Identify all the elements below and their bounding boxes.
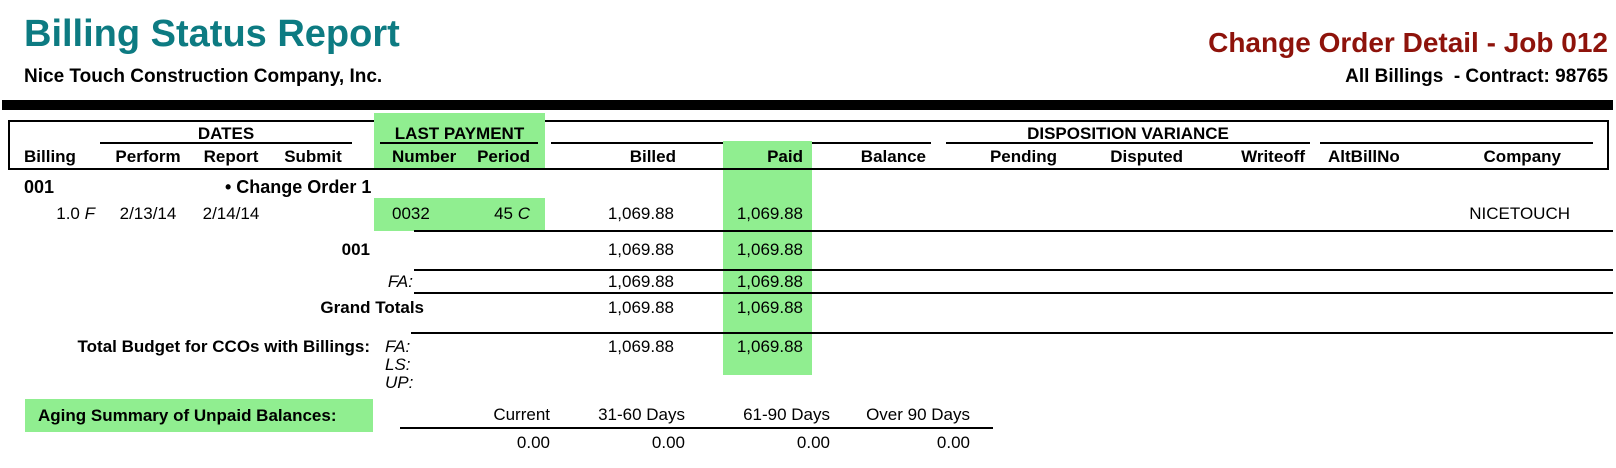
report-subtitle: All Billings - Contract: 98765 <box>1345 66 1608 87</box>
budget-label: Total Budget for CCOs with Billings: <box>77 337 370 356</box>
company-name: Nice Touch Construction Company, Inc. <box>24 66 383 87</box>
group-dates-label: DATES <box>197 124 255 143</box>
col-number: Number <box>392 147 457 166</box>
group-disposition-label: DISPOSITION VARIANCE <box>1027 124 1229 143</box>
aging-value-31-60: 0.00 <box>651 433 685 452</box>
fa-total-label: FA: <box>387 272 413 291</box>
fa-total-paid: 1,069.88 <box>736 272 803 291</box>
cell-company: NICETOUCH <box>1469 204 1570 223</box>
cell-payment-number: 0032 <box>392 204 430 223</box>
aging-underline <box>400 427 993 429</box>
cell-billed: 1,069.88 <box>607 204 674 223</box>
col-balance: Balance <box>860 147 926 166</box>
aging-col-31-60: 31-60 Days <box>598 405 685 424</box>
aging-title: Aging Summary of Unpaid Balances: <box>38 406 337 425</box>
altbill-group-underline <box>1320 142 1593 144</box>
col-disputed: Disputed <box>1110 147 1183 166</box>
col-paid: Paid <box>767 147 803 166</box>
cell-paid: 1,069.88 <box>736 204 803 223</box>
cell-report-date: 2/14/14 <box>202 204 260 223</box>
budget-fa-paid: 1,069.88 <box>736 337 803 356</box>
paid-column-highlight <box>723 141 812 375</box>
subtotal-label: 001 <box>341 240 370 259</box>
fa-total-billed: 1,069.88 <box>607 272 674 291</box>
subtotal-billed: 1,069.88 <box>607 240 674 259</box>
rule-above-fa <box>414 269 1613 271</box>
group-dates-underline <box>100 142 352 144</box>
budget-fa-label: FA: <box>385 337 411 356</box>
aging-title-highlight <box>25 399 373 432</box>
col-billing: Billing <box>24 147 76 166</box>
rule-below-fa <box>414 292 1613 294</box>
cell-billing: 1.0 F <box>56 204 95 223</box>
col-period: Period <box>477 147 530 166</box>
group-disposition-underline <box>946 142 1310 144</box>
budget-fa-billed: 1,069.88 <box>607 337 674 356</box>
rule-below-grand-totals <box>411 332 1613 334</box>
page-title: Billing Status Report <box>24 13 400 55</box>
group-last-payment-label: LAST PAYMENT <box>394 124 525 143</box>
section-number: 001 <box>24 177 55 197</box>
rule-under-detail <box>414 230 1613 232</box>
aging-value-current: 0.00 <box>516 433 550 452</box>
payment-detail-highlight <box>374 198 545 231</box>
report-title: Change Order Detail - Job 012 <box>1208 27 1608 58</box>
section-title: • Change Order 1 <box>225 177 372 197</box>
group-last-payment-underline <box>380 142 538 144</box>
header-box-bottom-rule <box>8 168 1609 170</box>
cell-payment-period: 45 C <box>494 204 530 223</box>
subtotal-paid: 1,069.88 <box>736 240 803 259</box>
last-payment-highlight <box>374 113 545 168</box>
col-altbillno: AltBillNo <box>1328 147 1400 166</box>
col-report: Report <box>203 147 259 166</box>
col-writeoff: Writeoff <box>1241 147 1305 166</box>
cell-perform-date: 2/13/14 <box>119 204 177 223</box>
col-billed: Billed <box>629 147 676 166</box>
aging-col-61-90: 61-90 Days <box>743 405 830 424</box>
col-perform: Perform <box>115 147 181 166</box>
budget-ls-label: LS: <box>385 355 411 374</box>
col-company: Company <box>1483 147 1561 166</box>
grand-totals-billed: 1,069.88 <box>607 298 674 317</box>
col-submit: Submit <box>284 147 342 166</box>
aging-value-over-90: 0.00 <box>936 433 970 452</box>
aging-col-over-90: Over 90 Days <box>866 405 970 424</box>
divider-bar <box>2 100 1613 110</box>
aging-value-61-90: 0.00 <box>796 433 830 452</box>
aging-col-current: Current <box>493 405 550 424</box>
budget-up-label: UP: <box>385 373 414 392</box>
col-pending: Pending <box>989 147 1057 166</box>
grand-totals-paid: 1,069.88 <box>736 298 803 317</box>
grand-totals-label: Grand Totals <box>320 298 424 317</box>
